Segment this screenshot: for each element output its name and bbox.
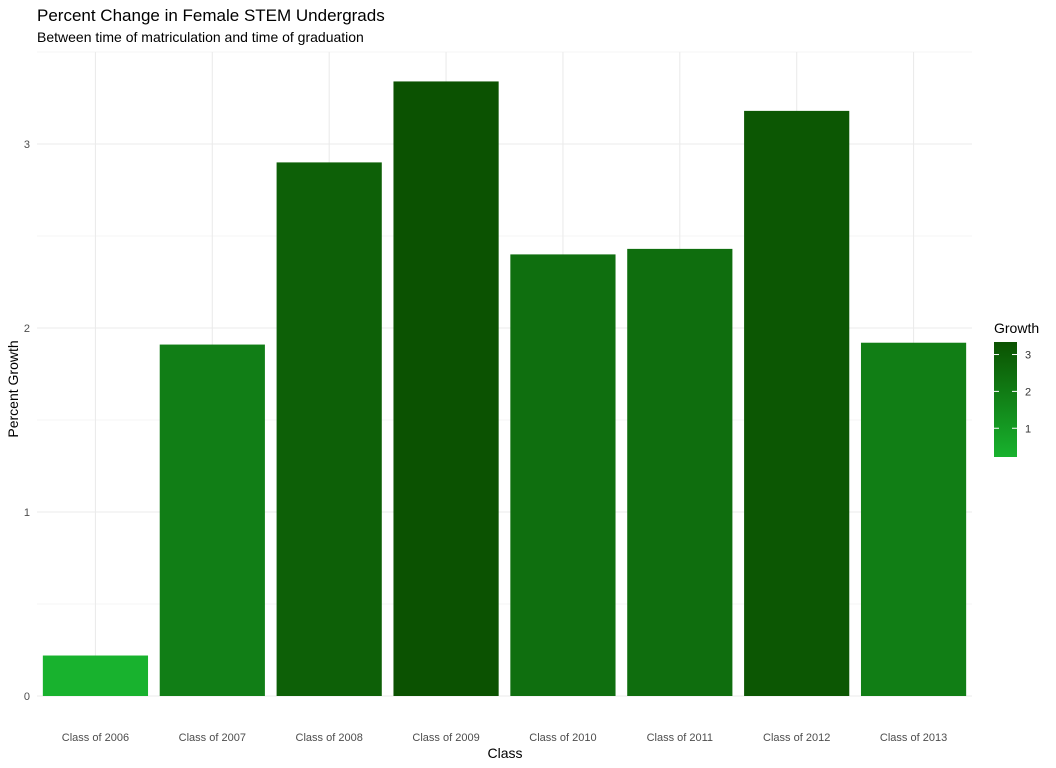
bar-class-of-2012 bbox=[744, 110, 850, 696]
bar-class-of-2007 bbox=[159, 344, 265, 696]
y-tick-label: 1 bbox=[24, 507, 30, 519]
legend-tick-label: 2 bbox=[1025, 386, 1031, 398]
x-tick-label: Class of 2006 bbox=[62, 732, 129, 744]
y-axis-title: Percent Growth bbox=[5, 340, 21, 437]
legend-colorbar bbox=[994, 342, 1017, 457]
x-tick-label: Class of 2013 bbox=[880, 732, 947, 744]
legend-tick-label: 1 bbox=[1025, 423, 1031, 435]
bar-class-of-2009 bbox=[393, 81, 499, 696]
y-tick-label: 2 bbox=[24, 323, 30, 335]
y-tick-label: 0 bbox=[24, 691, 30, 703]
x-axis-title: Class bbox=[487, 745, 522, 761]
x-tick-label: Class of 2007 bbox=[179, 732, 246, 744]
legend-ticks: 1 2 3 bbox=[994, 350, 1031, 435]
bar-class-of-2006 bbox=[42, 655, 149, 696]
bars bbox=[42, 81, 967, 696]
x-tick-label: Class of 2012 bbox=[763, 732, 830, 744]
legend-title: Growth bbox=[994, 320, 1039, 336]
y-tick-label: 3 bbox=[24, 139, 30, 151]
chart-subtitle: Between time of matriculation and time o… bbox=[37, 29, 364, 45]
bar-class-of-2013 bbox=[860, 342, 967, 696]
x-tick-label: Class of 2010 bbox=[529, 732, 596, 744]
bar-class-of-2011 bbox=[627, 248, 733, 696]
legend-tick-label: 3 bbox=[1025, 350, 1031, 362]
x-tick-label: Class of 2008 bbox=[296, 732, 363, 744]
x-tick-label: Class of 2009 bbox=[412, 732, 479, 744]
chart-title: Percent Change in Female STEM Undergrads bbox=[37, 6, 385, 25]
y-axis-ticks: 0 1 2 3 bbox=[24, 139, 30, 703]
x-axis-ticks: Class of 2006 Class of 2007 Class of 2008 C… bbox=[62, 732, 947, 744]
bar-class-of-2010 bbox=[510, 254, 616, 696]
legend: Growth 1 2 3 bbox=[994, 320, 1039, 457]
bar-class-of-2008 bbox=[276, 162, 382, 696]
x-tick-label: Class of 2011 bbox=[647, 732, 713, 744]
